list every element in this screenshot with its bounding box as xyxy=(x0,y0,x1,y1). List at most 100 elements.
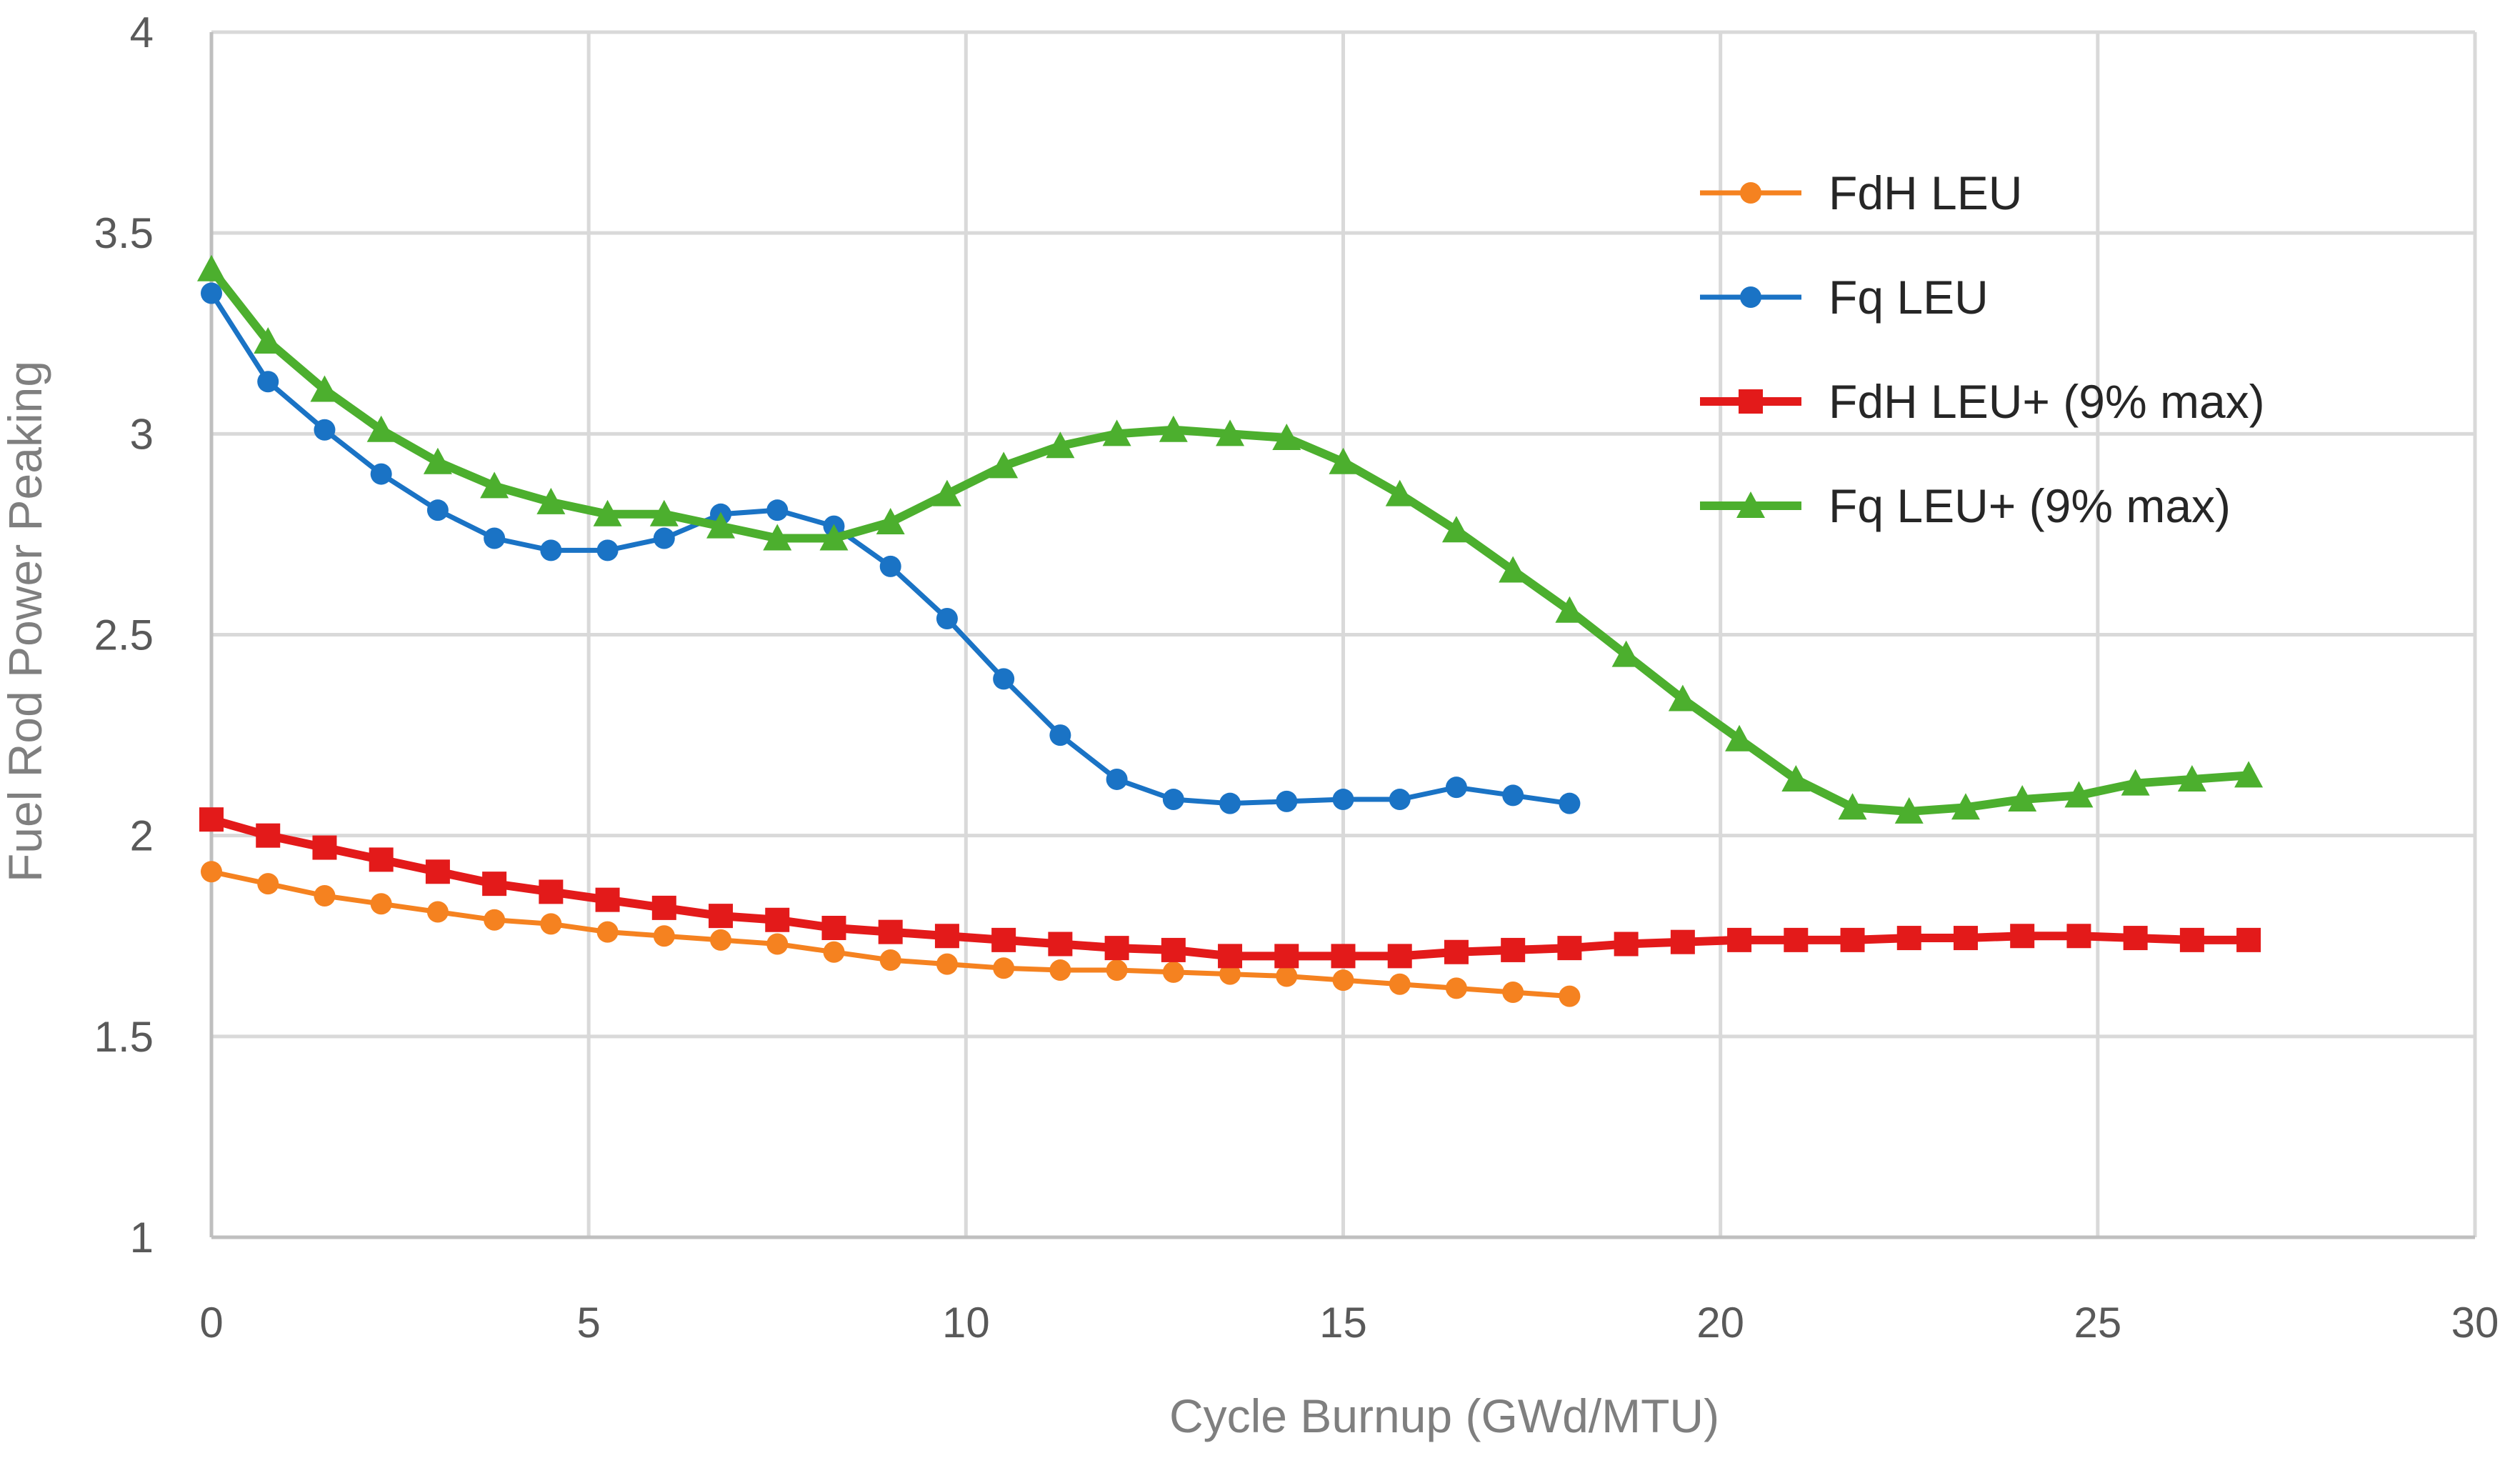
data-point xyxy=(763,524,792,551)
x-tick-label: 30 xyxy=(2451,1299,2499,1347)
legend-marker xyxy=(1739,389,1763,414)
series-fq-leu xyxy=(201,282,1581,814)
x-axis-title: Cycle Burnup (GWd/MTU) xyxy=(1169,1389,1719,1442)
data-point xyxy=(314,885,336,907)
data-point xyxy=(1332,789,1354,811)
legend-marker xyxy=(1740,182,1761,204)
data-point xyxy=(1559,985,1581,1007)
x-tick-label: 0 xyxy=(199,1299,223,1347)
x-tick-label: 5 xyxy=(576,1299,600,1347)
data-point xyxy=(484,909,506,931)
y-tick-label: 1 xyxy=(130,1214,154,1262)
data-point xyxy=(370,463,392,485)
data-point xyxy=(199,807,224,832)
data-point xyxy=(1329,447,1358,474)
data-point xyxy=(1555,596,1584,623)
data-point xyxy=(426,901,449,923)
data-point xyxy=(766,499,789,521)
data-point xyxy=(1272,423,1301,450)
data-point xyxy=(1389,789,1411,811)
data-point xyxy=(257,873,279,895)
data-point xyxy=(482,872,507,897)
data-point xyxy=(936,953,958,975)
data-point xyxy=(1106,768,1128,790)
data-point xyxy=(765,907,790,932)
data-point xyxy=(1385,479,1414,506)
data-point xyxy=(1784,927,1809,952)
data-point xyxy=(370,893,392,915)
data-point xyxy=(2123,926,2148,951)
data-point xyxy=(2179,927,2204,952)
data-point xyxy=(1389,973,1411,995)
data-point xyxy=(2177,764,2206,792)
data-point xyxy=(876,508,905,535)
x-tick-label: 25 xyxy=(2074,1299,2121,1347)
data-point xyxy=(1274,944,1299,969)
data-point xyxy=(1614,932,1639,957)
data-point xyxy=(1838,793,1867,820)
x-tick-label: 15 xyxy=(1319,1299,1367,1347)
data-point xyxy=(879,949,901,971)
y-axis-title: Fuel Rod Power Peaking xyxy=(0,361,51,882)
data-point xyxy=(310,375,339,402)
data-point xyxy=(1727,927,1752,952)
data-point xyxy=(1276,790,1298,812)
data-point xyxy=(878,919,903,944)
data-point xyxy=(766,933,789,955)
data-point xyxy=(1216,419,1245,446)
data-point xyxy=(425,859,450,884)
legend-item: Fq LEU+ (9% max) xyxy=(1700,479,2231,532)
data-point xyxy=(710,929,732,951)
data-point xyxy=(254,326,283,354)
data-point xyxy=(879,555,901,577)
legend-marker xyxy=(1740,286,1761,308)
data-point xyxy=(540,913,562,935)
data-point xyxy=(539,879,564,904)
y-tick-label: 4 xyxy=(130,9,154,56)
data-point xyxy=(1331,944,1356,969)
data-point xyxy=(197,254,226,281)
data-point xyxy=(1502,981,1524,1003)
data-point xyxy=(709,904,734,929)
data-point xyxy=(1445,777,1467,799)
data-point xyxy=(819,524,849,551)
data-point xyxy=(2234,761,2264,788)
data-point xyxy=(653,527,675,549)
data-point xyxy=(536,487,566,514)
data-point xyxy=(653,925,675,947)
data-point xyxy=(314,419,336,441)
data-point xyxy=(1896,926,1921,951)
data-point xyxy=(1441,516,1471,543)
data-point xyxy=(1840,927,1865,952)
legend-label: Fq LEU xyxy=(1829,271,1989,324)
data-point xyxy=(1953,926,1978,951)
tick-labels: 1 1.5 2 2.5 3 3.5 4 0 5 10 15 20 25 30 xyxy=(94,9,2499,1347)
x-tick-label: 20 xyxy=(1696,1299,1744,1347)
data-point xyxy=(1049,724,1071,747)
data-point xyxy=(936,608,958,630)
data-point xyxy=(1048,932,1073,957)
data-point xyxy=(596,539,619,561)
data-point xyxy=(480,471,509,499)
data-point xyxy=(1445,977,1467,999)
x-tick-label: 10 xyxy=(942,1299,990,1347)
data-point xyxy=(540,539,562,561)
data-point xyxy=(932,479,961,506)
data-point xyxy=(1102,419,1131,446)
data-point xyxy=(257,371,279,393)
legend: FdH LEU Fq LEU FdH LEU+ (9% max) Fq LEU+ (9… xyxy=(1700,166,2265,532)
data-point xyxy=(934,924,959,949)
data-point xyxy=(991,927,1016,952)
series-layer xyxy=(197,254,2264,1007)
data-point xyxy=(1218,944,1243,969)
data-point xyxy=(2010,924,2035,949)
data-point xyxy=(1106,959,1128,982)
data-point xyxy=(423,447,452,474)
data-point xyxy=(1049,959,1071,982)
data-point xyxy=(706,511,736,539)
data-point xyxy=(2008,785,2037,812)
data-point xyxy=(595,887,620,912)
legend-label: FdH LEU+ (9% max) xyxy=(1829,375,2265,428)
legend-label: Fq LEU+ (9% max) xyxy=(1829,479,2231,532)
data-point xyxy=(1387,944,1412,969)
